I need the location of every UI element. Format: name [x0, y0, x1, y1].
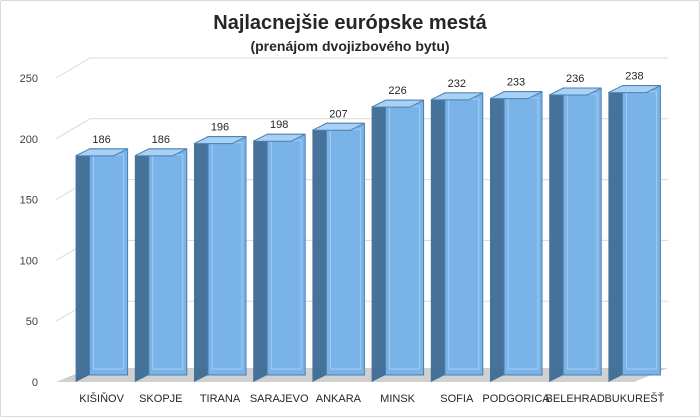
y-tick-label: 200: [20, 134, 38, 146]
bar-left-side: [549, 88, 564, 383]
data-label: 196: [211, 122, 229, 134]
data-label: 232: [448, 78, 466, 90]
bar: [75, 148, 129, 382]
bar-top: [371, 99, 424, 108]
bar: [312, 122, 365, 383]
bar-left-side: [253, 134, 268, 382]
bar-left-side: [490, 91, 504, 382]
chart-title: Najlacnejšie európske mestá: [213, 12, 487, 34]
bar-front: [562, 87, 602, 376]
bar: [252, 133, 306, 382]
x-category-label: BELEHRAD: [546, 393, 605, 405]
bar-top: [134, 148, 188, 157]
bar-left-side: [430, 92, 445, 382]
bar-left-side: [194, 136, 208, 382]
data-label: 236: [566, 73, 584, 85]
bar-front: [325, 122, 365, 376]
bar-front: [503, 91, 543, 376]
bar-top: [608, 85, 661, 94]
bar-top: [312, 122, 365, 131]
data-label: 226: [388, 85, 406, 97]
x-category-label: BUKUREŠŤ: [604, 392, 664, 405]
data-label: 238: [625, 71, 643, 83]
bar-top: [430, 92, 484, 101]
x-category-label: SARAJEVO: [250, 393, 309, 405]
bar-front: [385, 99, 425, 376]
bar-top: [548, 87, 602, 96]
x-category-label: ANKARA: [316, 393, 362, 405]
bar-left-side: [608, 85, 623, 382]
bar: [548, 87, 602, 383]
chart-subtitle: (prenájom dvojizbového bytu): [250, 38, 450, 54]
x-category-label: TIRANA: [200, 393, 241, 405]
bar: [489, 91, 543, 382]
x-category-label: KIŠIŇOV: [79, 392, 124, 405]
bar-front: [148, 148, 188, 376]
y-tick-label: 50: [26, 316, 38, 328]
gridline-depth: [55, 118, 91, 140]
data-label: 186: [152, 134, 170, 146]
y-tick-label: 100: [20, 255, 38, 267]
x-category-label: SKOPJE: [139, 393, 182, 405]
bar-left-side: [371, 100, 386, 383]
bar: [430, 92, 484, 382]
x-category-label: SOFIA: [440, 393, 474, 405]
bar-front: [89, 148, 129, 376]
bar-top: [489, 91, 543, 100]
bar-top: [252, 133, 306, 142]
bar-left-side: [134, 148, 149, 382]
y-tick-label: 250: [20, 73, 38, 85]
y-tick-label: 0: [32, 377, 38, 389]
bar-top: [193, 136, 247, 145]
bar-front: [621, 85, 661, 376]
data-label: 207: [329, 108, 347, 120]
y-tick-label: 150: [20, 195, 38, 207]
bar-top: [75, 148, 128, 157]
bar-left-side: [312, 123, 327, 383]
data-label: 186: [92, 134, 110, 146]
x-category-label: PODGORICA: [482, 393, 550, 405]
bar-front: [207, 136, 247, 376]
data-label: 233: [507, 77, 525, 89]
bar-front: [444, 92, 484, 376]
bar: [134, 148, 188, 382]
bar: [608, 85, 661, 382]
bar-front: [266, 133, 306, 376]
data-label: 198: [270, 119, 288, 131]
gridline-depth: [55, 57, 91, 79]
bar-left-side: [75, 148, 90, 382]
bar: [371, 99, 425, 383]
bar: [193, 136, 247, 382]
x-category-label: MINSK: [380, 393, 416, 405]
